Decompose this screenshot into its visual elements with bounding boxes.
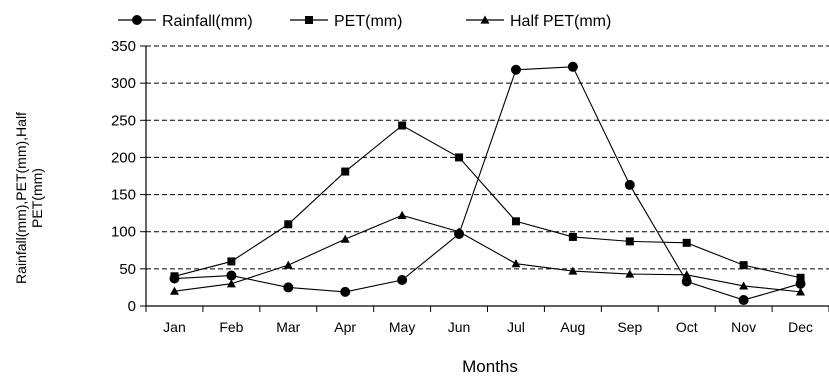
series-triangle [169,210,806,296]
x-tick-label-dec: Dec [788,319,813,335]
y-tick-label: 150 [111,187,136,204]
data-point-square-sep [625,237,634,246]
x-tick-label-apr: Apr [334,319,356,335]
data-point-circle-mar [283,282,294,293]
x-axis-ticks: Jan Feb Mar Apr May Jun Jul Aug Sep Oct Nov Dec [145,306,829,335]
x-tick-label-jan: Jan [163,319,186,335]
data-point-square-feb [227,257,236,266]
data-point-square-oct [682,238,691,247]
legend-marker-square [305,16,313,24]
y-tick-label: 300 [111,75,136,92]
series-group [169,61,806,306]
x-tick-label-feb: Feb [219,319,243,335]
axes [145,46,829,307]
x-tick-label-may: May [389,319,415,335]
legend-label-circle: Rainfall(mm) [162,13,253,30]
x-tick-label-jun: Jun [448,319,471,335]
x-tick-label-mar: Mar [276,319,300,335]
y-tick-label: 100 [111,224,136,241]
data-point-circle-jul [510,64,521,75]
x-tick-label-jul: Jul [507,319,525,335]
x-tick-label-sep: Sep [617,319,642,335]
y-tick-label: 0 [128,298,136,315]
y-axis-title-line-1: Rainfall(mm),PET(mm),Half [13,112,29,284]
data-point-square-nov [739,261,748,270]
data-point-circle-oct [681,276,692,287]
data-point-triangle-nov [739,281,749,290]
data-point-triangle-oct [682,270,692,279]
data-point-circle-feb [226,270,237,281]
data-point-triangle-jan [169,286,179,295]
data-point-triangle-feb [226,279,236,288]
y-tick-label: 250 [111,112,136,129]
data-point-circle-nov [738,295,749,306]
data-point-circle-aug [567,61,578,72]
x-tick-label-nov: Nov [731,319,756,335]
legend-label-triangle: Half PET(mm) [510,13,611,30]
data-point-square-apr [341,167,350,176]
data-point-triangle-may [397,210,407,219]
data-point-triangle-dec [796,287,806,296]
y-tick-label: 50 [119,261,136,278]
data-point-circle-may [397,275,408,285]
data-point-triangle-mar [283,260,293,269]
data-point-triangle-apr [340,234,350,243]
series-line-triangle [174,214,801,293]
legend-label-square: PET(mm) [334,13,402,30]
series-line-circle [174,66,801,301]
series-line-square [174,124,801,279]
y-tick-label: 200 [111,149,136,166]
data-point-square-jun [455,153,464,162]
data-point-square-may [398,121,407,130]
series-square [170,121,805,282]
data-point-square-jul [511,217,520,226]
legend-marker-circle [132,15,142,25]
x-tick-label-aug: Aug [560,319,585,335]
data-point-square-mar [284,220,293,229]
y-axis-title-line-2: PET(mm) [29,168,45,228]
data-point-triangle-jun [454,227,464,236]
data-point-triangle-aug [568,266,578,275]
x-axis-title: Months [462,357,518,376]
legend-marker-triangle [480,15,490,24]
x-tick-label-oct: Oct [676,319,698,335]
data-point-circle-apr [340,286,351,297]
data-point-triangle-sep [625,269,635,278]
data-point-triangle-jul [511,259,521,268]
data-point-square-jan [170,272,179,281]
y-axis-ticks: 0 50 100 150 200 250 300 350 [111,38,146,315]
data-point-circle-sep [624,179,635,190]
gridlines [146,45,829,270]
legend: Rainfall(mm) PET(mm) Half PET(mm) [118,13,611,30]
y-tick-label: 350 [111,38,136,55]
data-point-square-dec [796,273,805,282]
data-point-square-aug [568,232,577,241]
